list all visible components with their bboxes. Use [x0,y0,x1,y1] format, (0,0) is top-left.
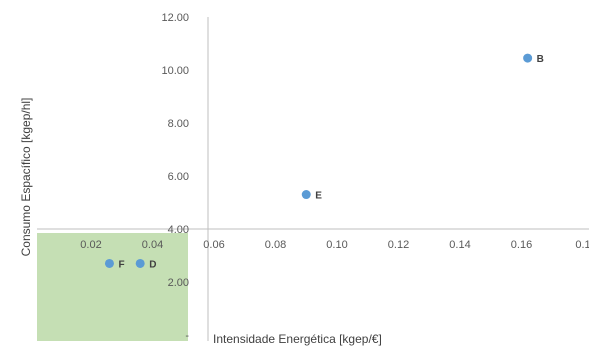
x-tick-label: 0.06 [203,239,224,251]
y-tick-label: - [185,330,189,342]
x-tick-label: 0.14 [449,239,470,251]
y-tick-label: 10.00 [161,65,189,77]
x-axis-title: Intensidade Energética [kgep/€] [213,332,382,346]
y-axis-title: Consumo Espacífico [kgep/hl] [19,98,33,257]
x-tick-label: 0.04 [142,239,163,251]
y-tick-label: 2.00 [168,277,189,289]
highlight-region [37,233,188,341]
data-point-e [301,190,311,200]
x-tick-label: 0.02 [80,239,101,251]
y-tick-label: 6.00 [168,171,189,183]
point-label-e: E [315,191,322,202]
x-tick-label: 0.1 [575,239,589,251]
y-tick-label: 4.00 [168,224,189,236]
point-label-f: F [118,259,124,270]
y-tick-label: 12.00 [161,12,189,24]
point-label-b: B [537,54,544,65]
data-point-f [104,258,114,268]
x-tick-label: 0.08 [265,239,286,251]
y-tick-label: 8.00 [168,118,189,130]
x-tick-label: 0.12 [388,239,409,251]
x-tick-label: 0.10 [326,239,347,251]
x-tick-label: 0.16 [511,239,532,251]
data-point-d [135,258,145,268]
data-point-b [523,53,533,63]
point-label-d: D [149,259,156,270]
